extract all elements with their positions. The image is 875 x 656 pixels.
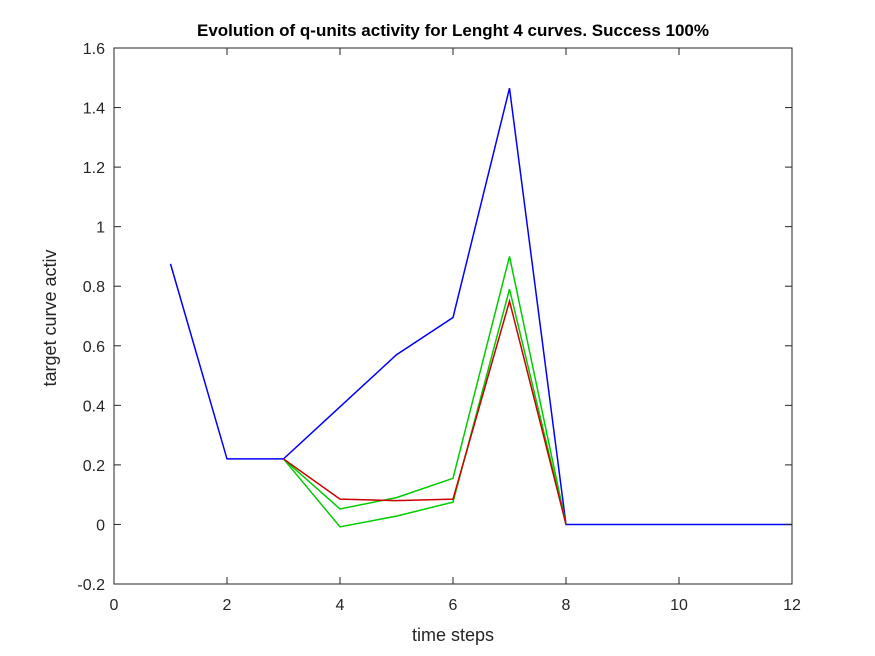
x-tick-label-1: 2	[223, 597, 232, 614]
y-tick-label-2: 0.2	[83, 458, 105, 475]
x-tick-label-4: 8	[562, 597, 571, 614]
y-tick-label-4: 0.6	[83, 339, 105, 356]
x-axis-label: time steps	[412, 625, 494, 645]
x-tick-label-2: 4	[336, 597, 345, 614]
y-tick-label-5: 0.8	[83, 279, 105, 296]
series-layer	[169, 88, 792, 528]
y-axis-label: target curve activ	[40, 249, 60, 386]
chart-title: Evolution of q-units activity for Lenght…	[197, 21, 709, 40]
y-tick-label-8: 1.4	[83, 101, 105, 118]
y-tick-label-0: -0.2	[77, 577, 105, 594]
x-tick-label-5: 10	[670, 597, 688, 614]
x-tick-label-6: 12	[783, 597, 801, 614]
series-line-3	[282, 289, 567, 528]
y-tick-label-9: 1.6	[83, 41, 105, 58]
y-tick-label-7: 1.2	[83, 160, 105, 177]
x-tick-label-0: 0	[110, 597, 119, 614]
y-tick-label-6: 1	[96, 220, 105, 237]
x-axis-ticks: 0 2 4 6 8 10 12	[110, 48, 801, 614]
series-line-4	[283, 298, 567, 525]
series-line-1	[169, 88, 792, 526]
series-line-2	[283, 256, 567, 525]
y-tick-label-1: 0	[96, 517, 105, 534]
x-tick-label-3: 6	[449, 597, 458, 614]
y-axis-ticks: -0.2 0 0.2 0.4 0.6 0.8 1 1.2 1.4 1.6	[77, 41, 792, 594]
y-tick-label-3: 0.4	[83, 398, 105, 415]
